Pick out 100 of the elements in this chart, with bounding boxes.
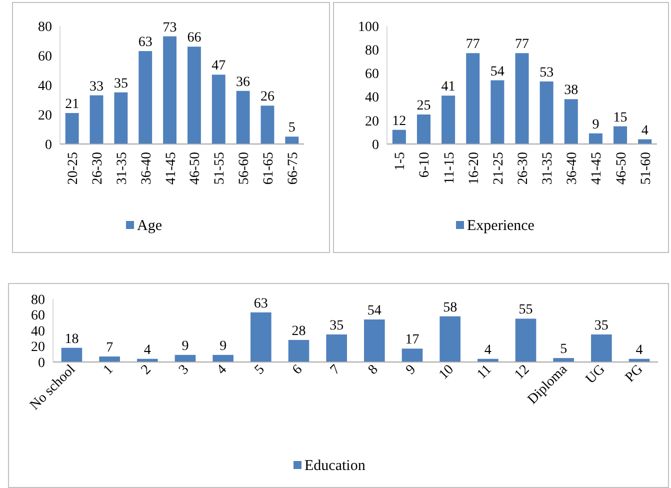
- bar: [614, 126, 628, 144]
- data-label: 5: [560, 342, 568, 358]
- x-tick-label: UG: [583, 362, 608, 388]
- x-tick-label: 6: [290, 362, 306, 378]
- x-tick-label: 10: [436, 362, 457, 383]
- bar: [326, 334, 347, 362]
- data-label: 4: [144, 342, 151, 358]
- data-label: 77: [466, 37, 480, 52]
- x-tick-label: 7: [328, 362, 344, 378]
- bar: [553, 358, 574, 362]
- x-tick-label: 1: [100, 362, 116, 378]
- x-tick-label: 9: [404, 362, 420, 378]
- data-label: 41: [441, 80, 456, 95]
- x-tick-label: 6-10: [418, 152, 433, 178]
- bar: [515, 318, 536, 362]
- legend-label: Education: [304, 458, 366, 474]
- data-label: 18: [64, 332, 79, 347]
- data-label: 21: [65, 97, 80, 112]
- data-label: 35: [594, 318, 608, 334]
- data-label: 15: [613, 110, 628, 126]
- y-tick-label: 80: [31, 292, 45, 308]
- data-label: 58: [443, 300, 458, 316]
- bar: [250, 312, 272, 362]
- bar: [392, 130, 406, 144]
- x-tick-label: 26-30: [516, 152, 531, 185]
- x-tick-label: 12: [512, 362, 533, 383]
- y-tick-label: 40: [31, 324, 45, 340]
- data-label: 63: [138, 35, 152, 50]
- x-tick-label: 21-25: [491, 152, 506, 185]
- data-label: 5: [288, 120, 296, 136]
- y-tick-label: 0: [45, 138, 52, 153]
- data-label: 54: [367, 303, 382, 318]
- bar: [285, 136, 299, 144]
- x-tick-label: 31-35: [540, 152, 556, 185]
- data-label: 4: [641, 123, 648, 138]
- bar: [588, 133, 602, 144]
- x-tick-label: PG: [622, 362, 646, 386]
- legend-label: Experience: [467, 218, 535, 234]
- bar: [163, 36, 177, 144]
- bar: [288, 340, 310, 362]
- y-tick-label: 80: [365, 44, 379, 58]
- data-label: 26: [260, 90, 274, 105]
- bar: [564, 99, 578, 144]
- data-label: 9: [182, 338, 189, 354]
- data-label: 36: [236, 74, 250, 90]
- data-label: 17: [405, 332, 420, 348]
- y-tick-label: 60: [38, 49, 52, 64]
- y-tick-label: 20: [38, 108, 52, 124]
- y-tick-label: 20: [365, 114, 379, 130]
- x-tick-label: 20-25: [66, 152, 82, 185]
- data-label: 77: [515, 37, 529, 52]
- data-label: 9: [592, 117, 600, 132]
- x-tick-label: 51-55: [212, 152, 228, 185]
- bar: [212, 74, 226, 144]
- bar: [442, 96, 456, 144]
- bar: [591, 334, 612, 362]
- data-label: 35: [114, 76, 128, 92]
- legend-label: Age: [137, 218, 162, 234]
- data-label: 28: [292, 324, 306, 339]
- bar: [90, 95, 104, 144]
- bar: [260, 106, 274, 144]
- data-label: 63: [254, 296, 268, 312]
- data-label: 4: [484, 342, 492, 358]
- bar: [65, 113, 79, 144]
- x-tick-label: 36-40: [565, 152, 580, 185]
- x-tick-label: 3: [176, 362, 192, 378]
- data-label: 7: [106, 340, 114, 356]
- data-label: 12: [392, 114, 406, 129]
- x-tick-label: 11: [474, 362, 495, 382]
- x-tick-label: 46-50: [614, 152, 630, 185]
- x-tick-label: 51-60: [638, 152, 654, 185]
- x-tick-label: 11-15: [442, 152, 458, 184]
- bar: [61, 348, 82, 362]
- bar: [138, 51, 152, 144]
- data-label: 55: [518, 302, 533, 318]
- data-label: 73: [162, 20, 177, 36]
- x-tick-label: 26-30: [90, 152, 106, 185]
- x-tick-label: 41-45: [590, 152, 605, 185]
- bar: [114, 92, 128, 144]
- bar: [440, 316, 460, 362]
- bar: [364, 319, 385, 362]
- x-tick-label: 41-45: [164, 152, 179, 185]
- data-label: 47: [212, 58, 226, 74]
- data-label: 35: [330, 318, 344, 334]
- bar: [99, 356, 120, 362]
- y-tick-label: 80: [38, 20, 52, 35]
- y-tick-label: 100: [358, 20, 379, 35]
- bar: [236, 90, 250, 144]
- x-tick-label: 46-50: [188, 152, 204, 185]
- x-tick-label: 66-75: [286, 152, 301, 185]
- bar: [212, 354, 234, 362]
- bar: [490, 80, 504, 144]
- x-tick-label: 36-40: [139, 152, 154, 185]
- x-tick-label: 61-65: [261, 152, 276, 185]
- x-tick-label: 56-60: [237, 152, 252, 185]
- data-label: 66: [187, 30, 202, 46]
- x-tick-label: 2: [138, 362, 154, 378]
- x-tick-label: 16-20: [466, 152, 482, 185]
- x-tick-label: 8: [366, 362, 382, 378]
- bar: [515, 53, 529, 144]
